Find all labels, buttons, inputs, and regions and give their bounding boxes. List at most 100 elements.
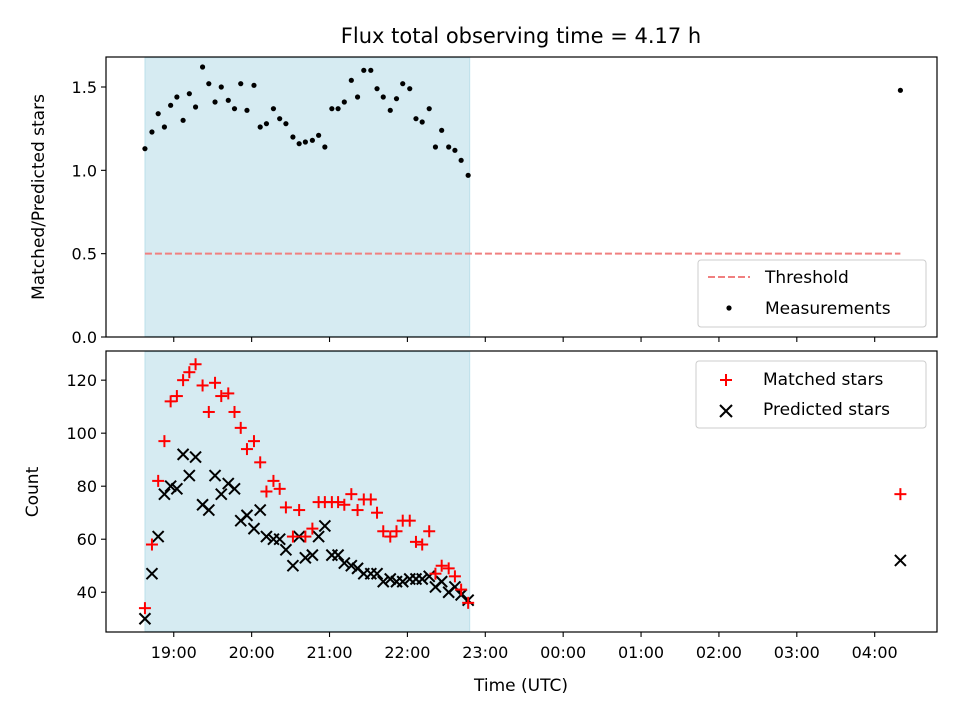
top-y-tick-label: 1.0 — [72, 161, 97, 180]
bottom-y-tick-label: 40 — [77, 583, 97, 602]
measurement-point — [168, 102, 174, 108]
measurement-point — [231, 106, 238, 112]
predicted-stars-point — [170, 482, 184, 496]
top-panel: 0.0 0.5 1.0 1.5 Matched/Predicted stars Thr… — [29, 56, 938, 347]
predicted-stars-point — [435, 575, 448, 588]
bottom-y-tick-label: 60 — [77, 530, 97, 549]
matched-stars-point — [228, 405, 241, 418]
measurement-point — [192, 104, 199, 110]
predicted-stars-point — [215, 487, 228, 501]
predicted-stars-point — [253, 503, 267, 517]
predicted-stars-point — [273, 533, 286, 546]
matched-stars-point — [371, 506, 384, 519]
matched-stars-point — [351, 504, 364, 517]
bottom-panel: 40 60 80 100 120 19:00 20:00 21:00 22:00 23:00 00… — [23, 350, 938, 696]
predicted-stars-point — [331, 548, 345, 562]
measurement-point — [335, 106, 341, 112]
matched-stars-point — [429, 567, 442, 580]
measurement-point — [149, 129, 155, 135]
legend-matched-swatch — [720, 374, 732, 386]
measurement-point — [290, 134, 296, 140]
measurement-point — [142, 146, 148, 152]
matched-stars-point — [254, 456, 267, 469]
matched-stars-point — [234, 421, 247, 434]
matched-stars-point — [240, 443, 253, 456]
measurement-point — [283, 121, 289, 127]
legend-threshold-label: Threshold — [764, 268, 849, 288]
x-tick-label: 01:00 — [618, 643, 664, 662]
measurement-point — [465, 172, 471, 178]
x-axis-label: Time (UTC) — [473, 676, 568, 696]
predicted-stars-point — [260, 530, 273, 543]
matched-stars-point — [390, 525, 403, 538]
predicted-stars-point — [306, 548, 319, 562]
measurement-point — [270, 106, 277, 112]
bottom-y-tick-label: 80 — [77, 477, 97, 496]
top-highlight-span — [144, 57, 471, 337]
x-tick-label: 23:00 — [462, 643, 508, 662]
measurement-point — [155, 111, 161, 117]
predicted-stars-point — [247, 522, 261, 535]
measurement-point — [161, 124, 168, 130]
matched-stars-point — [286, 530, 299, 543]
measurement-point — [238, 81, 244, 87]
predicted-stars-point — [377, 575, 390, 588]
measurement-point — [368, 67, 374, 73]
measurement-point — [407, 86, 413, 92]
measurement-point — [413, 116, 419, 122]
legend-matched-label: Matched stars — [763, 370, 883, 390]
top-y-tick-label: 0.5 — [72, 245, 97, 264]
matched-stars-point — [202, 405, 215, 418]
matched-stars-point — [209, 376, 222, 389]
matched-stars-point — [164, 395, 177, 408]
measurement-point — [419, 119, 425, 125]
measurement-point — [322, 144, 328, 150]
measurement-point — [296, 141, 302, 147]
predicted-stars-point — [145, 567, 159, 580]
predicted-stars-point — [202, 503, 216, 517]
predicted-stars-point — [164, 479, 177, 493]
predicted-stars-point — [240, 509, 254, 522]
measurement-point — [426, 106, 432, 112]
measurement-point — [458, 157, 464, 163]
predicted-stars-point — [299, 551, 312, 564]
predicted-stars-point — [415, 572, 429, 586]
matched-stars-point — [448, 570, 461, 583]
measurement-point — [452, 147, 458, 153]
measurement-point — [180, 117, 186, 123]
measurement-point — [341, 99, 347, 105]
predicted-stars-point — [176, 448, 190, 461]
predicted-stars-point — [138, 612, 152, 625]
matched-stars-point — [293, 504, 306, 517]
matched-stars-point — [462, 596, 475, 609]
measurement-point — [244, 107, 250, 113]
measurement-point — [432, 144, 439, 150]
matched-stars-point — [273, 482, 286, 495]
predicted-stars-point — [312, 530, 325, 543]
matched-stars-point — [345, 488, 358, 501]
measurement-point — [348, 77, 354, 83]
matched-stars-point — [267, 474, 280, 487]
matched-stars-point — [377, 525, 390, 538]
legend-predicted-swatch — [719, 404, 733, 418]
x-tick-label: 22:00 — [384, 643, 430, 662]
measurement-point — [439, 127, 445, 133]
measurement-point — [263, 121, 270, 127]
measurement-point — [400, 81, 406, 87]
top-legend: Threshold Measurements — [697, 259, 927, 328]
matched-stars-point — [152, 474, 165, 487]
bottom-highlight-span — [144, 351, 471, 632]
top-y-axis-label: Matched/Predicted stars — [29, 94, 49, 300]
matched-stars-point — [170, 390, 183, 403]
matched-stars-point — [196, 379, 209, 392]
x-tick-label: 21:00 — [306, 643, 352, 662]
matched-stars-point — [306, 522, 319, 535]
predicted-stars-point — [208, 469, 222, 482]
bottom-legend-box — [695, 360, 927, 429]
matched-stars-point — [332, 496, 345, 509]
measurement-point — [393, 96, 400, 102]
measurement-point — [380, 94, 386, 100]
bottom-y-tick-label: 120 — [66, 371, 97, 390]
predicted-stars-point — [345, 559, 358, 572]
